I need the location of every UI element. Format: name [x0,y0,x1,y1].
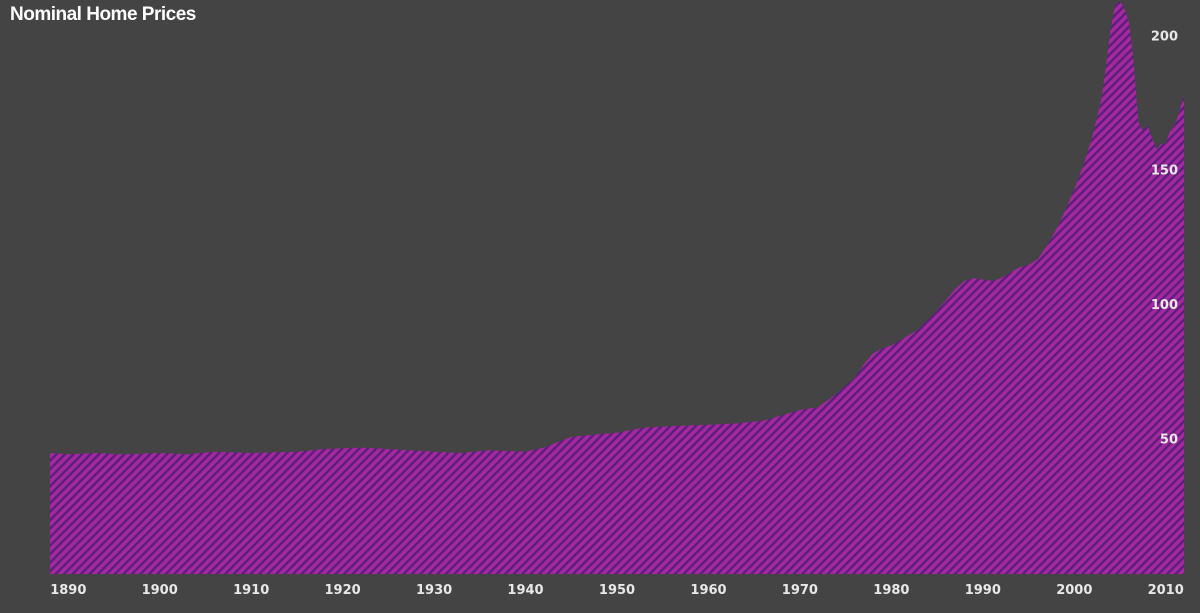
y-tick-label: 100 [1151,298,1178,313]
x-tick-label: 2000 [1056,583,1092,598]
price-area [50,1,1184,575]
x-tick-label: 1890 [50,583,86,598]
x-tick-label: 1960 [690,583,726,598]
x-tick-label: 1980 [873,583,909,598]
x-tick-label: 1940 [507,583,543,598]
x-tick-label: 1950 [599,583,635,598]
x-tick-label: 1990 [965,583,1001,598]
x-tick-label: 1970 [782,583,818,598]
x-tick-label: 1930 [416,583,452,598]
x-tick-label: 1910 [233,583,269,598]
x-tick-label: 1920 [325,583,361,598]
y-tick-label: 50 [1160,433,1178,448]
y-tick-label: 200 [1151,29,1178,44]
chart-title: Nominal Home Prices [10,4,196,25]
x-tick-label: 2010 [1148,583,1184,598]
y-tick-label: 150 [1151,164,1178,179]
x-tick-label: 1900 [142,583,178,598]
